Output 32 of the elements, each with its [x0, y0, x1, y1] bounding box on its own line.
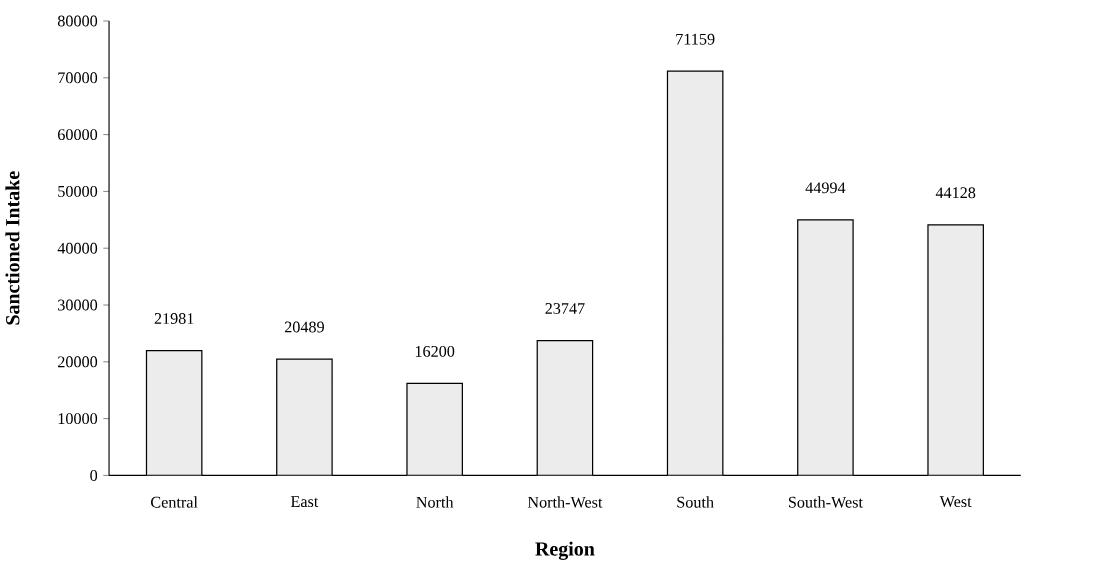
data-label: 44994: [805, 182, 846, 194]
y-tick-label: 50000: [58, 186, 98, 198]
y-tick-label: 0: [90, 470, 98, 482]
data-label: 21981: [154, 313, 194, 325]
data-label: 20489: [284, 321, 324, 333]
y-axis-title: Sanctioned Intake: [5, 171, 20, 325]
x-tick-label: South-West: [788, 496, 863, 508]
x-tick-label: North-West: [527, 496, 603, 508]
y-tick-label: 30000: [58, 299, 98, 311]
bar: [927, 224, 984, 476]
data-label: 44128: [935, 187, 976, 199]
x-tick-label: East: [290, 496, 319, 508]
data-label: 16200: [415, 346, 455, 358]
y-tick-label: 10000: [58, 413, 98, 425]
data-label: 71159: [676, 33, 715, 45]
bar: [406, 383, 463, 476]
bar: [667, 71, 723, 476]
x-tick-label: Central: [151, 496, 198, 508]
bar: [537, 340, 593, 476]
y-tick-label: 40000: [57, 242, 98, 254]
x-tick-label: South: [677, 496, 714, 508]
bar: [146, 350, 202, 476]
y-tick-label: 20000: [58, 356, 98, 368]
data-label: 23747: [545, 303, 585, 315]
y-tick-label: 60000: [58, 129, 98, 141]
y-tick-label: 80000: [57, 15, 98, 27]
x-axis-title: Region: [535, 541, 595, 561]
bar: [276, 359, 333, 476]
x-tick-label: West: [939, 496, 972, 508]
x-tick-label: North: [416, 496, 454, 508]
y-tick-label: 70000: [58, 72, 98, 84]
bar: [797, 220, 854, 476]
